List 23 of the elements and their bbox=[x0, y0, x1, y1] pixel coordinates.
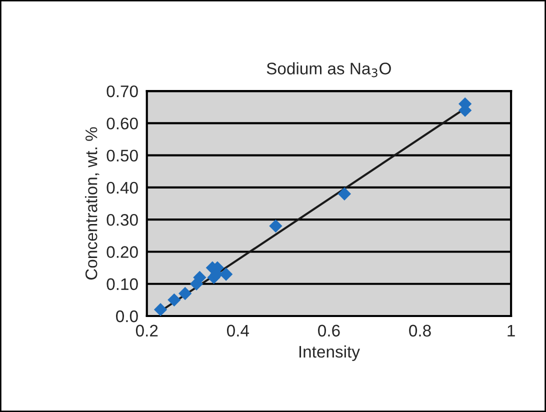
y-tick-label: 0.0 bbox=[116, 310, 138, 322]
x-tick-label: 0.4 bbox=[226, 324, 250, 337]
x-tick-label: 0.6 bbox=[318, 324, 340, 337]
chart-title: Sodium as Na$_{3}$O bbox=[266, 62, 391, 78]
point bbox=[178, 286, 192, 300]
y-tick-label: 0.10 bbox=[106, 278, 138, 290]
x-tick-label: 0.2 bbox=[136, 324, 158, 337]
y-tick-label: 0.30 bbox=[106, 214, 138, 226]
point bbox=[154, 302, 168, 316]
y-tick-label: 0.20 bbox=[106, 246, 138, 258]
y-axis-title: Concentration, wt. % bbox=[85, 127, 100, 280]
y-tick-label: 0.40 bbox=[106, 182, 138, 194]
y-tick-label: 0.50 bbox=[106, 150, 138, 162]
x-axis-title: Intensity bbox=[299, 345, 360, 361]
point bbox=[168, 293, 181, 307]
point bbox=[269, 219, 282, 233]
point bbox=[193, 270, 206, 284]
point bbox=[338, 187, 352, 200]
y-tick-label: 0.60 bbox=[106, 118, 138, 130]
x-tick-label: 0.8 bbox=[409, 324, 431, 337]
point bbox=[219, 268, 233, 281]
y-tick-label: 0.70 bbox=[106, 85, 138, 98]
x-tick-label: 1 bbox=[508, 324, 515, 336]
